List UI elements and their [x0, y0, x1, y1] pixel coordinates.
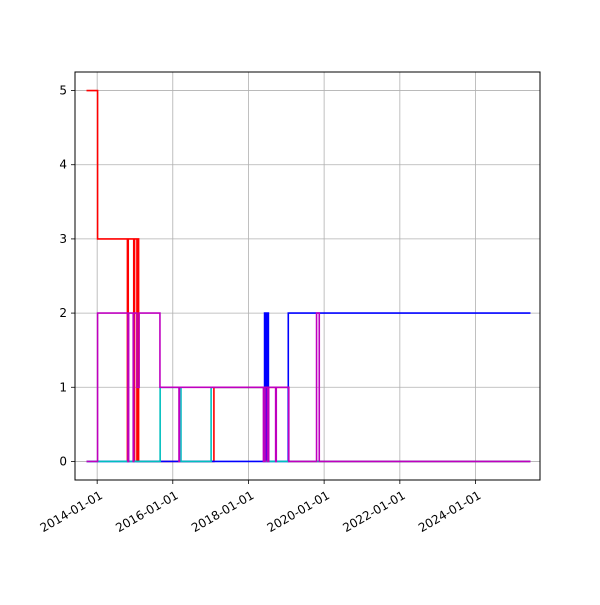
x-tick-label: 2024-01-01 — [416, 488, 483, 535]
y-tick-label: 4 — [59, 158, 67, 172]
y-axis-ticks: 0 1 2 3 4 5 — [59, 84, 75, 468]
x-axis-ticks: 2014-01-01 2016-01-01 2018-01-01 2020-01-01… — [38, 480, 483, 535]
x-tick-label: 2022-01-01 — [340, 488, 407, 535]
series-group — [86, 89, 531, 463]
series-line-2 — [86, 386, 531, 463]
x-tick-label: 2020-01-01 — [265, 488, 332, 535]
series-line-0 — [86, 89, 531, 463]
grid — [75, 72, 540, 480]
y-tick-label: 3 — [59, 232, 67, 246]
y-tick-label: 0 — [59, 454, 67, 468]
x-tick-label: 2018-01-01 — [189, 488, 256, 535]
y-tick-label: 2 — [59, 306, 67, 320]
series-line-3 — [86, 312, 531, 463]
x-tick-label: 2014-01-01 — [38, 488, 105, 535]
y-tick-label: 1 — [59, 380, 67, 394]
plot-area-frame — [74, 71, 541, 481]
x-tick-label: 2016-01-01 — [113, 488, 180, 535]
y-tick-label: 5 — [59, 84, 67, 98]
